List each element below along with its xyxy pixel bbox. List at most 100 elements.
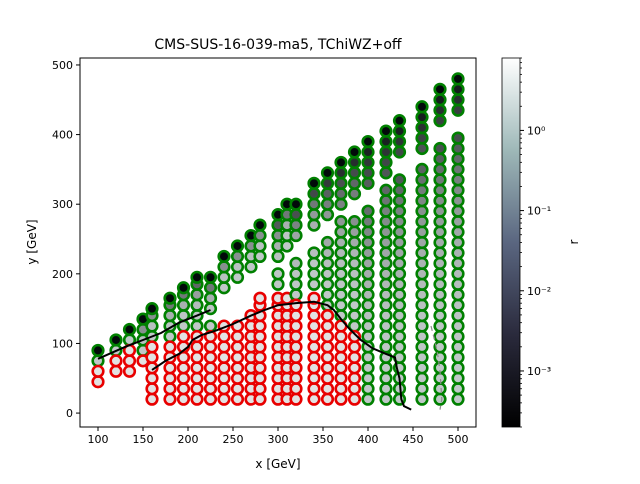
excluded-point xyxy=(307,382,321,396)
allowed-point xyxy=(253,218,267,232)
allowed-point xyxy=(451,131,465,145)
allowed-point xyxy=(392,215,407,229)
excluded-point xyxy=(91,364,105,378)
excluded-point xyxy=(347,382,362,396)
allowed-point xyxy=(217,281,231,295)
allowed-point xyxy=(379,194,393,208)
allowed-point xyxy=(433,288,447,302)
allowed-point xyxy=(320,208,335,222)
allowed-point xyxy=(289,288,303,302)
excluded-point xyxy=(253,382,267,396)
allowed-point xyxy=(379,288,393,302)
allowed-point xyxy=(451,72,465,86)
excluded-point xyxy=(163,382,177,396)
allowed-point xyxy=(451,152,465,166)
excluded-point xyxy=(217,340,231,354)
excluded-point xyxy=(145,392,159,406)
excluded-point xyxy=(203,340,218,354)
allowed-point xyxy=(361,371,375,385)
allowed-point xyxy=(217,270,231,284)
allowed-point xyxy=(320,166,335,180)
allowed-point xyxy=(451,93,465,107)
excluded-point xyxy=(203,350,218,364)
excluded-point xyxy=(334,371,348,385)
x-tick-label: 100 xyxy=(88,433,109,446)
allowed-point xyxy=(415,329,429,344)
allowed-point xyxy=(451,392,465,406)
colorbar-ticks: 10⁻³ 10⁻² 10⁻¹ 10⁰ xyxy=(520,57,551,428)
allowed-point xyxy=(433,114,447,128)
colorbar-label: r xyxy=(567,239,581,244)
allowed-point xyxy=(415,298,429,312)
allowed-point xyxy=(451,361,465,375)
allowed-point xyxy=(392,204,407,218)
allowed-point xyxy=(379,361,393,375)
excluded-point xyxy=(289,298,303,312)
excluded-point xyxy=(307,319,321,333)
allowed-point xyxy=(361,329,375,344)
colorbar-tick-label: 10⁰ xyxy=(527,124,546,137)
allowed-point xyxy=(415,235,429,250)
x-axis-ticks: 100 150 200 250 300 350 400 450 500 xyxy=(88,427,469,446)
excluded-point xyxy=(334,382,348,396)
allowed-point xyxy=(203,319,218,333)
allowed-point xyxy=(347,225,362,239)
excluded-point xyxy=(307,340,321,354)
allowed-point xyxy=(320,277,335,291)
allowed-point xyxy=(361,277,375,291)
excluded-point xyxy=(176,382,191,396)
allowed-point xyxy=(379,277,393,291)
allowed-point xyxy=(307,267,321,281)
allowed-point xyxy=(347,277,362,291)
excluded-point xyxy=(145,340,159,354)
allowed-point xyxy=(307,197,321,211)
allowed-point xyxy=(271,249,285,264)
allowed-point xyxy=(415,141,429,156)
excluded-point xyxy=(307,291,321,305)
x-tick-label: 250 xyxy=(223,433,244,446)
excluded-point xyxy=(145,382,159,396)
excluded-point xyxy=(307,371,321,385)
allowed-point xyxy=(361,225,375,239)
excluded-point xyxy=(163,340,177,354)
y-axis-ticks: 0 100 200 300 400 500 xyxy=(52,59,80,420)
allowed-point xyxy=(433,382,447,396)
excluded-point xyxy=(307,392,321,406)
allowed-point xyxy=(334,298,348,312)
excluded-point xyxy=(307,361,321,375)
excluded-point xyxy=(320,319,335,333)
x-tick-label: 150 xyxy=(133,433,154,446)
excluded-point xyxy=(289,309,303,323)
allowed-point xyxy=(361,176,375,190)
allowed-point xyxy=(307,277,321,291)
allowed-point xyxy=(379,235,393,250)
allowed-point xyxy=(163,309,177,323)
colorbar-tick-label: 10⁻³ xyxy=(527,365,551,378)
excluded-point xyxy=(307,329,321,344)
allowed-point xyxy=(361,298,375,312)
excluded-point xyxy=(176,392,191,406)
allowed-point xyxy=(253,249,267,264)
excluded-point xyxy=(320,361,335,375)
allowed-point xyxy=(361,309,375,323)
allowed-point xyxy=(392,183,407,197)
excluded-point xyxy=(347,361,362,375)
allowed-point xyxy=(334,246,348,260)
allowed-point xyxy=(451,277,465,291)
allowed-point xyxy=(379,246,393,260)
excluded-point xyxy=(347,329,362,344)
allowed-point xyxy=(451,225,465,239)
excluded-point xyxy=(347,340,362,354)
allowed-point xyxy=(307,246,321,260)
allowed-point xyxy=(415,288,429,302)
allowed-point xyxy=(289,277,303,291)
allowed-point xyxy=(451,319,465,333)
allowed-point xyxy=(361,215,375,229)
allowed-point xyxy=(347,235,362,250)
allowed-point xyxy=(379,166,393,180)
allowed-point xyxy=(307,208,321,222)
excluded-point xyxy=(203,361,218,375)
excluded-point xyxy=(320,340,335,354)
allowed-point xyxy=(334,267,348,281)
